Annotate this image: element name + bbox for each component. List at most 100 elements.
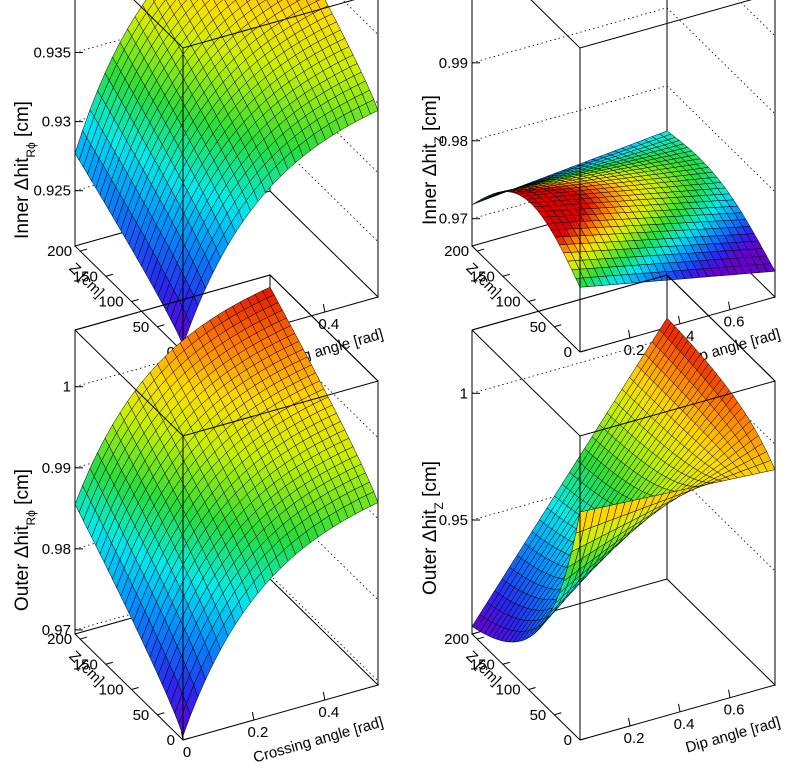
y-tick-label-1: 50 bbox=[133, 319, 150, 336]
y-tick-label-2: 100 bbox=[496, 294, 521, 311]
x-tick-mark-1 bbox=[678, 315, 681, 324]
y-tick-label-3: 150 bbox=[470, 268, 495, 285]
z-tick-label-1: 0.93 bbox=[42, 114, 71, 131]
x-axis-line bbox=[182, 684, 379, 741]
y-tick-mark-0 bbox=[579, 349, 588, 353]
x-axis-label: Crossing angle [rad] bbox=[251, 714, 385, 767]
z-axis-label-main: Outer Δhit bbox=[12, 525, 33, 611]
z-axis-label: Inner ΔhitRϕ [cm] bbox=[12, 101, 38, 239]
y-tick-label-1: 50 bbox=[133, 707, 150, 724]
y-tick-mark-0 bbox=[182, 737, 191, 741]
y-tick-label-2: 100 bbox=[99, 682, 124, 699]
surface-cell bbox=[365, 99, 379, 115]
top-front-edges bbox=[530, 0, 753, 49]
x-tick-mark-2 bbox=[322, 303, 326, 313]
x-tick-label-2: 0.6 bbox=[724, 314, 745, 331]
x-tick-mark-0 bbox=[628, 329, 631, 338]
z-tick-label-0: 0.97 bbox=[439, 211, 468, 228]
z-axis-label-main: Outer Δhit bbox=[420, 509, 441, 595]
x-tick-label-2: 0.6 bbox=[724, 702, 745, 719]
x-axis-line bbox=[579, 296, 776, 353]
z-tick-label-1: 0.98 bbox=[439, 133, 468, 150]
top-front-edges bbox=[74, 329, 379, 437]
z-gridline-1 bbox=[471, 85, 776, 193]
y-tick-mark-3 bbox=[105, 273, 113, 277]
x-tick-label-1: 0.2 bbox=[247, 724, 268, 741]
y-axis-line bbox=[471, 633, 581, 741]
z-axis-label-subscript: Rϕ bbox=[24, 142, 38, 158]
x-tick-mark-2 bbox=[728, 301, 731, 310]
surface-mesh bbox=[74, 286, 379, 737]
y-tick-label-2: 100 bbox=[99, 294, 124, 311]
y-tick-mark-4 bbox=[477, 636, 485, 640]
y-tick-mark-2 bbox=[528, 687, 536, 691]
y-tick-mark-2 bbox=[131, 687, 139, 691]
z-tick-label-0: 0.95 bbox=[439, 512, 468, 529]
y-tick-mark-1 bbox=[157, 324, 165, 328]
y-axis-label: Z [cm] bbox=[66, 260, 108, 301]
x-tick-label-2: 0.4 bbox=[318, 704, 339, 721]
y-tick-label-4: 200 bbox=[47, 243, 72, 260]
y-tick-label-3: 150 bbox=[470, 656, 495, 673]
y-tick-mark-4 bbox=[477, 248, 485, 252]
y-axis-label: Z [cm] bbox=[463, 648, 505, 689]
y-tick-label-4: 200 bbox=[444, 631, 469, 648]
y-tick-mark-1 bbox=[554, 712, 562, 716]
z-axis-label-unit: [cm] bbox=[420, 95, 441, 136]
z-axis-label-main: Inner Δhit bbox=[12, 157, 33, 239]
y-tick-label-3: 150 bbox=[73, 268, 98, 285]
top-front-edges bbox=[133, 0, 356, 49]
z-tick-label-3: 1 bbox=[63, 379, 71, 396]
y-axis-line bbox=[74, 633, 184, 741]
surface-cell bbox=[762, 460, 776, 472]
y-tick-mark-2 bbox=[528, 299, 536, 303]
z-tick-label-1: 1 bbox=[460, 385, 468, 402]
z-tick-label-1: 0.98 bbox=[42, 541, 71, 558]
y-tick-mark-0 bbox=[579, 737, 588, 741]
x-tick-mark-0 bbox=[628, 717, 631, 726]
y-tick-label-0: 0 bbox=[564, 732, 572, 749]
z-axis-label-subscript: Z bbox=[432, 502, 446, 509]
x-tick-label-0: 0 bbox=[183, 744, 191, 761]
y-tick-mark-1 bbox=[157, 712, 165, 716]
surface-cell bbox=[190, 0, 199, 6]
top-back-edges bbox=[74, 274, 379, 382]
y-tick-label-4: 200 bbox=[444, 243, 469, 260]
y-tick-label-3: 150 bbox=[73, 656, 98, 673]
surface-cell bbox=[365, 491, 379, 507]
surface-mesh bbox=[74, 0, 379, 346]
z-axis-label-unit: [cm] bbox=[420, 461, 441, 502]
z-axis-label-unit: [cm] bbox=[12, 101, 33, 142]
z-axis-label-subscript: Rϕ bbox=[24, 510, 38, 526]
surface-cell bbox=[762, 263, 776, 273]
y-tick-label-1: 50 bbox=[530, 707, 547, 724]
z-axis-label-main: Inner Δhit bbox=[420, 143, 441, 225]
z-axis-label-unit: [cm] bbox=[12, 469, 33, 510]
surface-mesh bbox=[471, 317, 776, 643]
y-axis-label: Z [cm] bbox=[66, 648, 108, 689]
x-tick-label-0: 0.2 bbox=[624, 730, 645, 747]
y-tick-mark-3 bbox=[502, 661, 510, 665]
y-tick-label-1: 50 bbox=[530, 319, 547, 336]
z-tick-label-2: 0.935 bbox=[33, 45, 71, 62]
z-tick-label-0: 0.97 bbox=[42, 622, 71, 639]
y-tick-mark-2 bbox=[131, 299, 139, 303]
top-front-edges bbox=[471, 329, 776, 437]
z-axis-label-subscript: Z bbox=[432, 136, 446, 143]
y-tick-mark-3 bbox=[502, 273, 510, 277]
z-tick-label-2: 0.99 bbox=[42, 460, 71, 477]
z-tick-label-2: 0.99 bbox=[439, 55, 468, 72]
x-tick-mark-2 bbox=[728, 689, 731, 698]
y-tick-mark-1 bbox=[554, 324, 562, 328]
y-axis-label: Z [cm] bbox=[463, 260, 505, 301]
y-tick-label-4: 200 bbox=[47, 631, 72, 648]
surface-mesh bbox=[471, 130, 776, 288]
y-tick-label-0: 0 bbox=[564, 344, 572, 361]
x-tick-label-0: 0.2 bbox=[624, 342, 645, 359]
z-gridline-2 bbox=[471, 7, 776, 115]
y-axis-line bbox=[471, 245, 581, 353]
panel-1: 00.20.40501001502000.9250.930.9350.94Cro… bbox=[12, 0, 385, 379]
